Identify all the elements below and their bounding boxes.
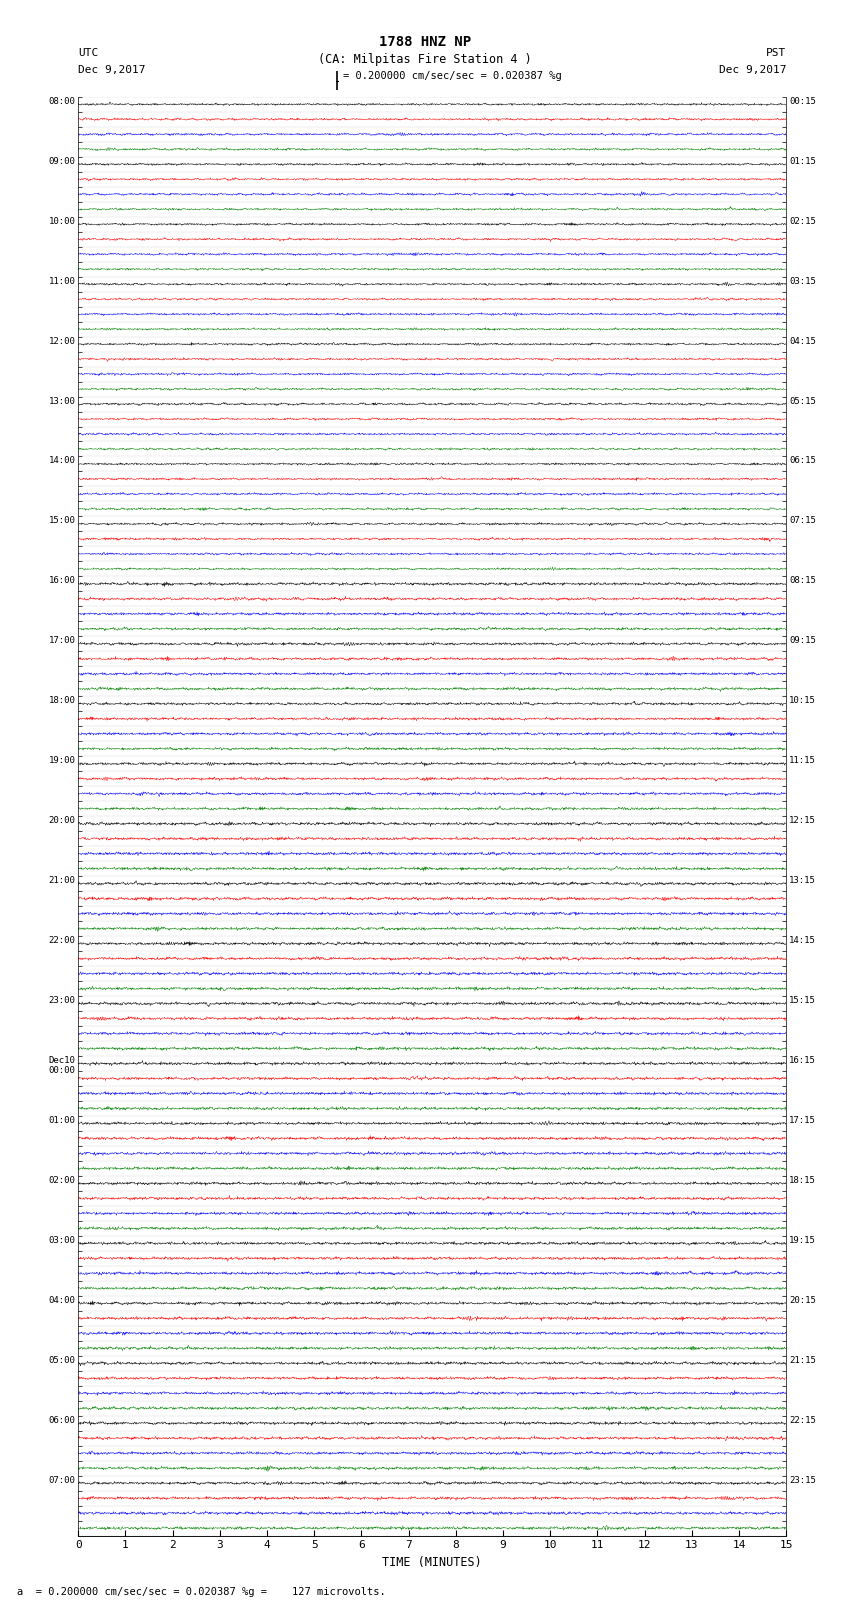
Text: Dec 9,2017: Dec 9,2017 [78,65,145,74]
Text: (CA: Milpitas Fire Station 4 ): (CA: Milpitas Fire Station 4 ) [318,53,532,66]
Text: Dec 9,2017: Dec 9,2017 [719,65,786,74]
X-axis label: TIME (MINUTES): TIME (MINUTES) [382,1557,482,1569]
Text: UTC: UTC [78,48,99,58]
Text: PST: PST [766,48,786,58]
Text: a  = 0.200000 cm/sec/sec = 0.020387 %g =    127 microvolts.: a = 0.200000 cm/sec/sec = 0.020387 %g = … [17,1587,386,1597]
Text: = 0.200000 cm/sec/sec = 0.020387 %g: = 0.200000 cm/sec/sec = 0.020387 %g [343,71,561,81]
Text: 1788 HNZ NP: 1788 HNZ NP [379,35,471,50]
